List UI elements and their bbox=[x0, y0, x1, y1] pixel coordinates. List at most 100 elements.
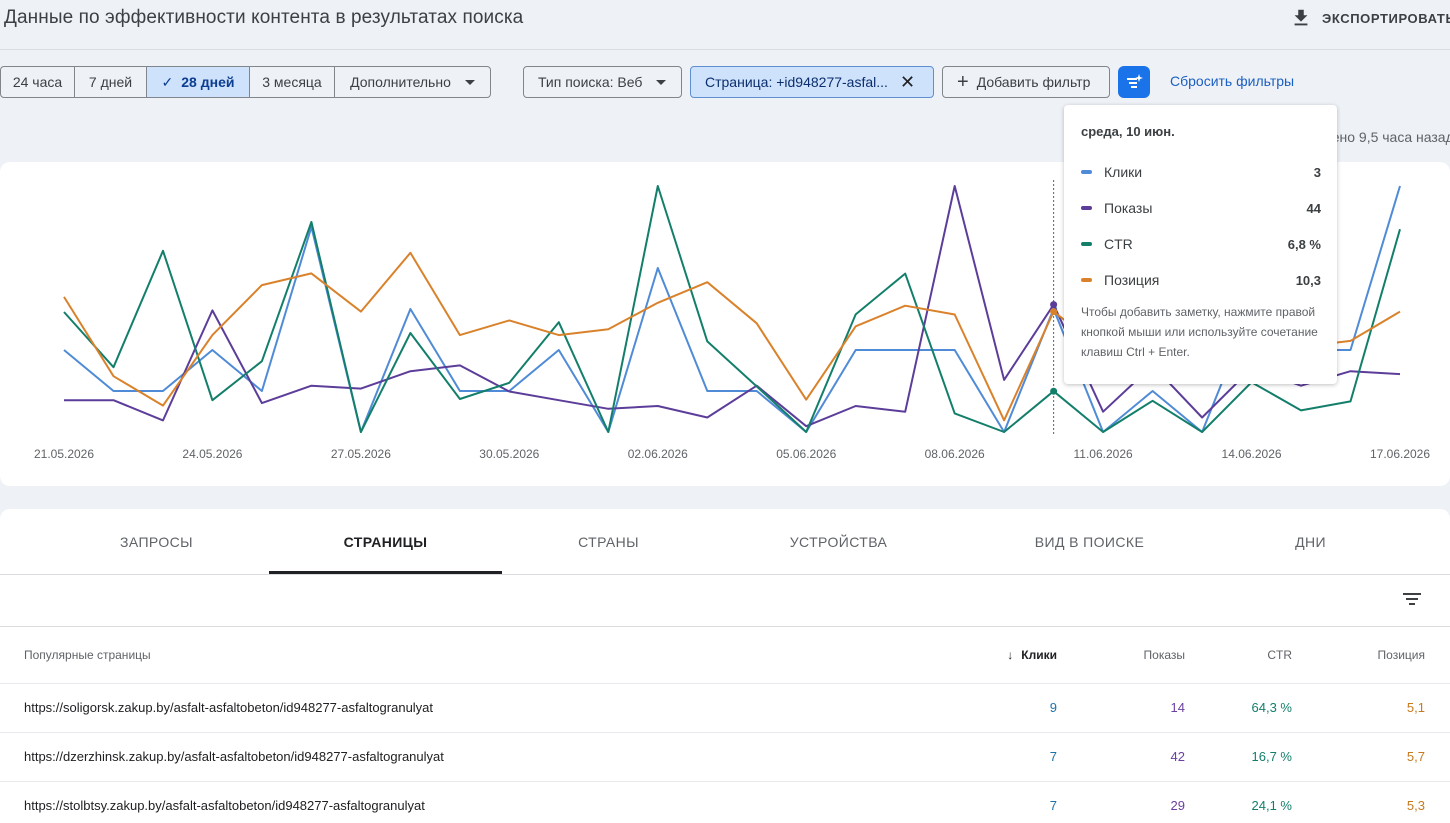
date-range-selector: 24 часа 7 дней ✓ 28 дней 3 месяца Дополни… bbox=[0, 66, 491, 98]
download-icon bbox=[1294, 9, 1308, 26]
range-label: 7 дней bbox=[88, 74, 133, 90]
caret-down-icon bbox=[656, 79, 667, 85]
range-24h-button[interactable]: 24 часа bbox=[1, 67, 75, 97]
table-cell-impressions: 29 bbox=[1170, 798, 1185, 813]
range-label: 28 дней bbox=[181, 74, 235, 90]
table-row-url[interactable]: https://soligorsk.zakup.by/asfalt-asfalt… bbox=[24, 700, 434, 715]
column-header-label: Клики bbox=[1021, 648, 1057, 662]
x-tick-label: 05.06.2026 bbox=[776, 447, 836, 461]
add-filter-button[interactable]: + Добавить фильтр bbox=[942, 66, 1110, 98]
divider bbox=[0, 683, 1450, 684]
tooltip-value: 44 bbox=[1306, 200, 1321, 216]
check-icon: ✓ bbox=[161, 73, 174, 90]
tooltip-row-clicks: Клики 3 bbox=[1081, 162, 1321, 182]
filter-settings-button[interactable] bbox=[1118, 66, 1150, 98]
hover-point bbox=[1050, 387, 1058, 395]
table-row-url[interactable]: https://dzerzhinsk.zakup.by/asfalt-asfal… bbox=[24, 749, 444, 764]
x-tick-label: 30.05.2026 bbox=[479, 447, 539, 461]
tab-pages[interactable]: СТРАНИЦЫ bbox=[343, 534, 428, 550]
results-table-card: ЗАПРОСЫ СТРАНИЦЫ СТРАНЫ УСТРОЙСТВА ВИД В… bbox=[0, 509, 1450, 823]
impressions-swatch bbox=[1081, 206, 1092, 210]
tooltip-note: Чтобы добавить заметку, нажмите правой к… bbox=[1081, 305, 1318, 359]
close-icon[interactable]: ✕ bbox=[899, 72, 916, 92]
chart-tooltip: среда, 10 июн. Клики 3 Показы 44 CTR 6,8… bbox=[1064, 105, 1337, 384]
table-cell-ctr: 16,7 % bbox=[1251, 749, 1292, 764]
active-tab-indicator bbox=[269, 571, 502, 574]
range-label: 3 месяца bbox=[262, 74, 322, 90]
range-more-dropdown[interactable]: Дополнительно bbox=[335, 67, 490, 97]
x-tick-label: 21.05.2026 bbox=[34, 447, 94, 461]
add-filter-label: Добавить фильтр bbox=[976, 74, 1091, 90]
x-tick-label: 11.06.2026 bbox=[1074, 447, 1133, 461]
plus-icon: + bbox=[957, 71, 969, 93]
table-cell-clicks: 7 bbox=[1049, 749, 1057, 764]
clicks-series-line bbox=[63, 185, 1401, 433]
x-tick-label: 02.06.2026 bbox=[628, 447, 688, 461]
export-label: ЭКСПОРТИРОВАТЬ bbox=[1322, 10, 1450, 26]
table-cell-ctr: 24,1 % bbox=[1251, 798, 1292, 813]
position-swatch bbox=[1081, 278, 1092, 282]
tooltip-label: CTR bbox=[1104, 236, 1133, 252]
divider bbox=[0, 781, 1450, 782]
x-tick-label: 08.06.2026 bbox=[925, 447, 985, 461]
filter-icon[interactable] bbox=[1400, 587, 1424, 611]
range-28d-button[interactable]: ✓ 28 дней bbox=[147, 67, 250, 97]
table-row-url[interactable]: https://stolbtsy.zakup.by/asfalt-asfalto… bbox=[24, 798, 425, 813]
table-cell-position: 5,1 bbox=[1406, 700, 1425, 715]
tab-countries[interactable]: СТРАНЫ bbox=[578, 534, 639, 550]
ctr-series-line bbox=[63, 185, 1401, 433]
range-7d-button[interactable]: 7 дней bbox=[75, 67, 147, 97]
tooltip-row-impressions: Показы 44 bbox=[1081, 198, 1321, 218]
page-filter-chip[interactable]: Страница: +id948277-asfal... ✕ bbox=[690, 66, 934, 98]
x-tick-label: 17.06.2026 bbox=[1370, 447, 1430, 461]
clicks-swatch bbox=[1081, 170, 1092, 174]
ctr-swatch bbox=[1081, 242, 1092, 246]
tooltip-value: 6,8 % bbox=[1287, 236, 1321, 252]
hover-point bbox=[1050, 301, 1058, 309]
tooltip-value: 3 bbox=[1313, 164, 1321, 180]
tooltip-label: Показы bbox=[1104, 200, 1153, 216]
column-header-ctr[interactable]: CTR bbox=[1267, 648, 1292, 662]
range-3m-button[interactable]: 3 месяца bbox=[250, 67, 335, 97]
tooltip-row-position: Позиция 10,3 bbox=[1081, 270, 1321, 290]
x-tick-label: 24.05.2026 bbox=[182, 447, 242, 461]
page-title: Данные по эффективности контента в резул… bbox=[4, 7, 524, 28]
tooltip-date: среда, 10 июн. bbox=[1081, 124, 1175, 139]
table-cell-impressions: 42 bbox=[1170, 749, 1185, 764]
table-cell-position: 5,3 bbox=[1406, 798, 1425, 813]
x-tick-label: 27.05.2026 bbox=[331, 447, 391, 461]
tab-days[interactable]: ДНИ bbox=[1295, 534, 1326, 550]
table-cell-impressions: 14 bbox=[1170, 700, 1185, 715]
tooltip-row-ctr: CTR 6,8 % bbox=[1081, 234, 1321, 254]
tab-devices[interactable]: УСТРОЙСТВА bbox=[789, 534, 888, 550]
table-cell-clicks: 7 bbox=[1049, 798, 1057, 813]
tooltip-value: 10,3 bbox=[1295, 272, 1321, 288]
search-type-dropdown[interactable]: Тип поиска: Веб bbox=[523, 66, 682, 98]
table-cell-clicks: 9 bbox=[1049, 700, 1057, 715]
arrow-down-icon: ↓ bbox=[1007, 648, 1014, 662]
column-header-clicks[interactable]: ↓ Клики bbox=[1000, 648, 1057, 662]
column-header-page: Популярные страницы bbox=[24, 648, 151, 662]
hover-point bbox=[1050, 308, 1058, 316]
tab-queries[interactable]: ЗАПРОСЫ bbox=[120, 534, 193, 550]
x-tick-label: 14.06.2026 bbox=[1222, 447, 1282, 461]
divider bbox=[0, 626, 1450, 627]
range-label: 24 часа bbox=[12, 74, 63, 90]
dimension-tabs: ЗАПРОСЫ СТРАНИЦЫ СТРАНЫ УСТРОЙСТВА ВИД В… bbox=[0, 509, 1450, 575]
range-label: Дополнительно bbox=[350, 74, 451, 90]
divider bbox=[0, 732, 1450, 733]
impressions-series-line bbox=[64, 185, 1401, 428]
reset-filters-link[interactable]: Сбросить фильтры bbox=[1170, 73, 1295, 89]
tooltip-label: Позиция bbox=[1104, 272, 1160, 288]
caret-down-icon bbox=[464, 79, 475, 85]
column-header-impressions[interactable]: Показы bbox=[1143, 648, 1185, 662]
column-header-position[interactable]: Позиция bbox=[1377, 648, 1425, 662]
export-button[interactable]: ЭКСПОРТИРОВАТЬ bbox=[1290, 6, 1450, 30]
filter-sparkle-icon bbox=[1127, 74, 1143, 88]
search-type-label: Тип поиска: Веб bbox=[538, 74, 643, 90]
tooltip-label: Клики bbox=[1104, 164, 1143, 180]
tab-search-appearance[interactable]: ВИД В ПОИСКЕ bbox=[1034, 534, 1145, 550]
page-header: Данные по эффективности контента в резул… bbox=[0, 0, 1450, 50]
table-cell-position: 5,7 bbox=[1406, 749, 1425, 764]
table-cell-ctr: 64,3 % bbox=[1251, 700, 1292, 715]
